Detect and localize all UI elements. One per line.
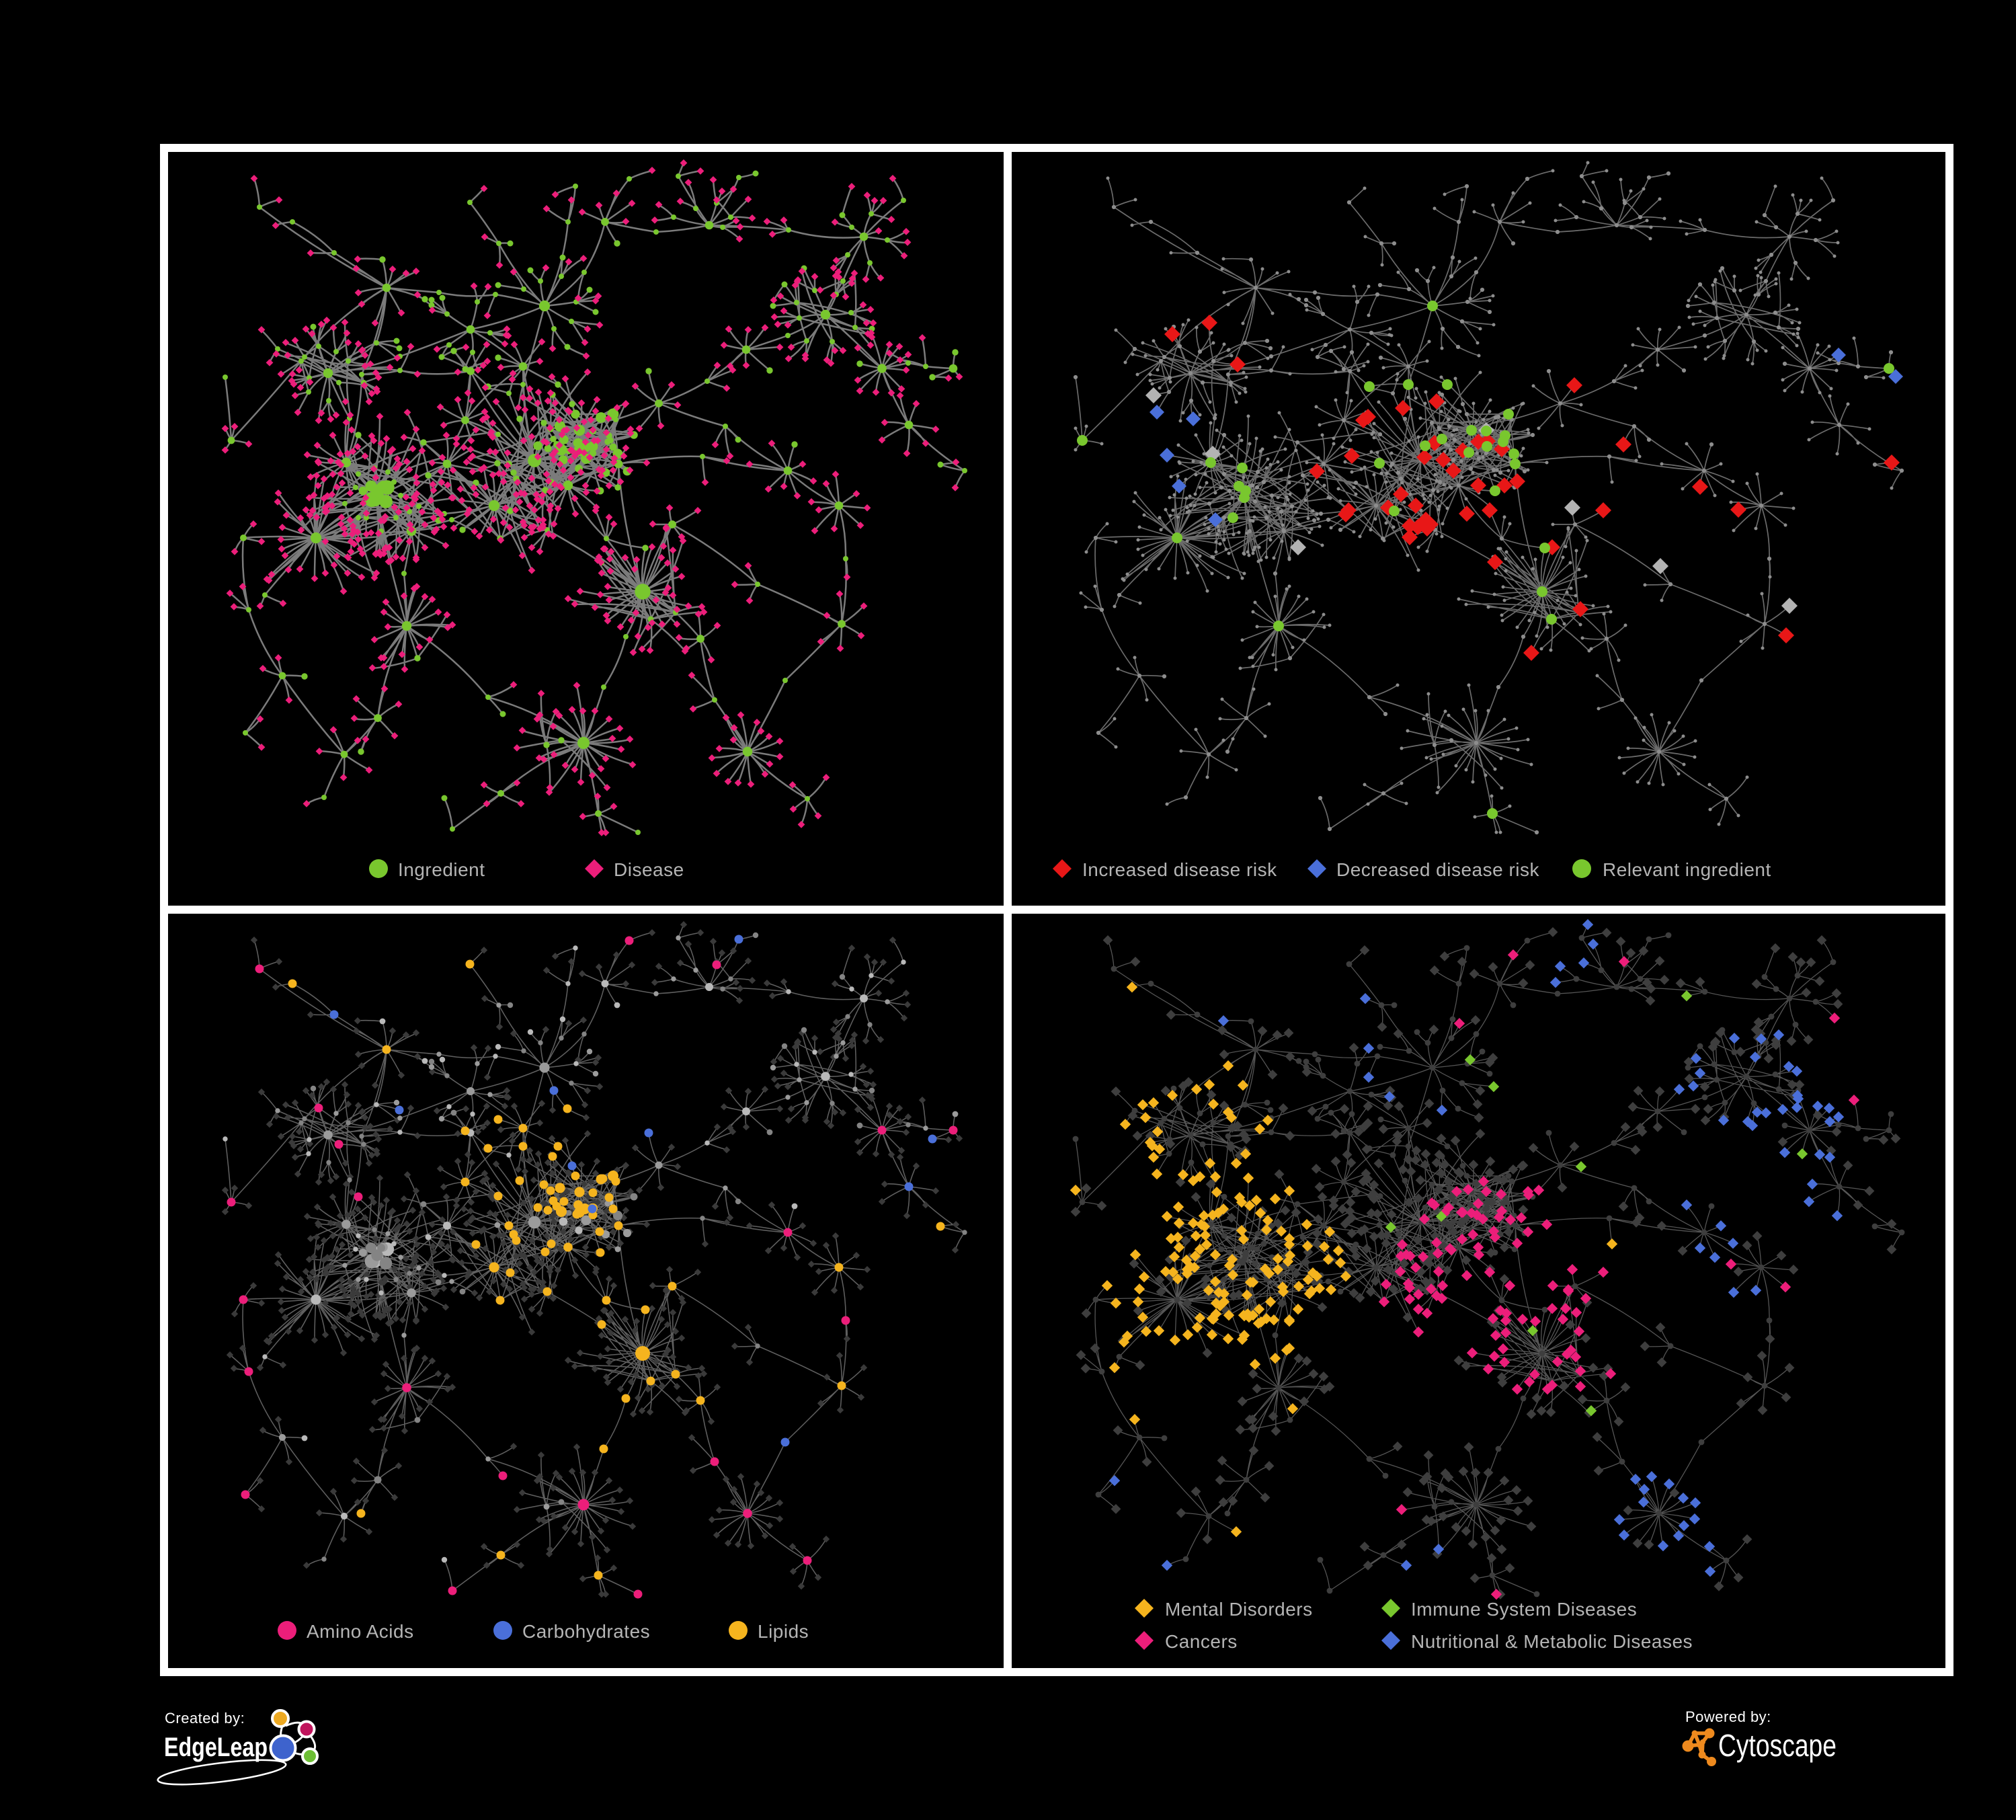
svg-text:Amino Acids: Amino Acids	[307, 1621, 414, 1642]
svg-text:Decreased disease risk: Decreased disease risk	[1336, 859, 1540, 880]
svg-text:Cytoscape: Cytoscape	[1718, 1728, 1837, 1763]
svg-text:Immune System Diseases: Immune System Diseases	[1411, 1599, 1637, 1620]
svg-text:Relevant ingredient: Relevant ingredient	[1603, 859, 1771, 880]
svg-text:Powered by:: Powered by:	[1685, 1708, 1771, 1725]
svg-text:Nutritional & Metabolic Diseas: Nutritional & Metabolic Diseases	[1411, 1631, 1693, 1652]
svg-text:Cancers: Cancers	[1165, 1631, 1238, 1652]
svg-text:Carbohydrates: Carbohydrates	[522, 1621, 650, 1642]
svg-text:Lipids: Lipids	[758, 1621, 809, 1642]
svg-text:Created by:: Created by:	[165, 1710, 245, 1727]
svg-text:Mental Disorders: Mental Disorders	[1165, 1599, 1313, 1620]
svg-text:Increased disease risk: Increased disease risk	[1082, 859, 1277, 880]
svg-text:Disease: Disease	[614, 859, 684, 880]
svg-text:Ingredient: Ingredient	[398, 859, 485, 880]
svg-text:EdgeLeap: EdgeLeap	[164, 1733, 268, 1762]
